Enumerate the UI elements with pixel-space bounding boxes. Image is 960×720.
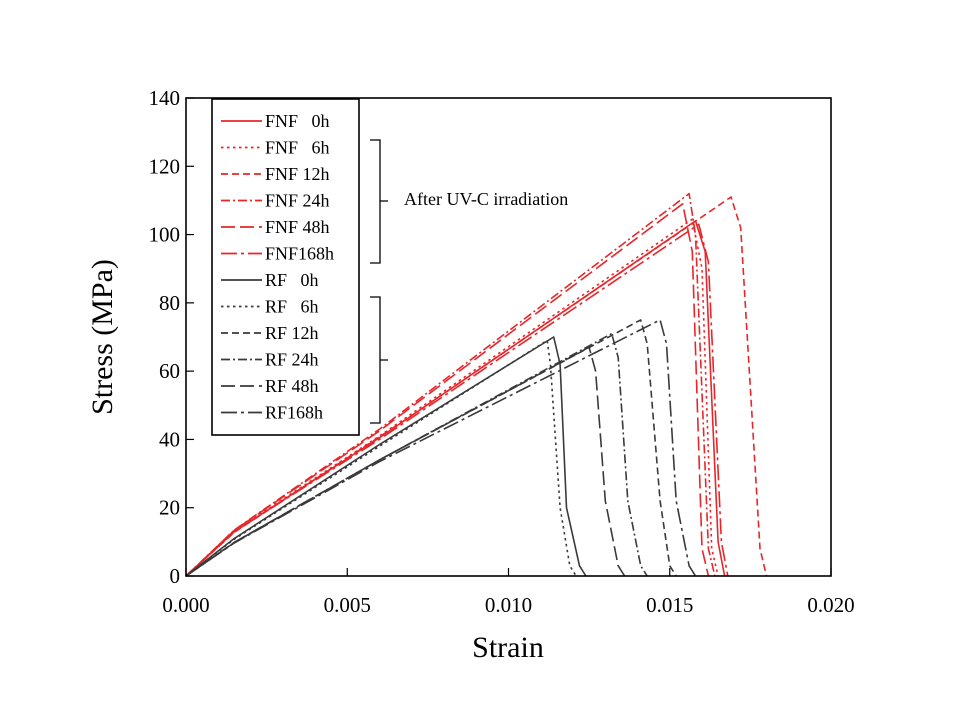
series-line-fnf-2 (185, 196, 768, 577)
x-tick-label: 0.005 (324, 593, 371, 617)
y-ticks: 0 20 40 60 80 100 120 140 (149, 86, 194, 588)
series-line-rf-7 (185, 339, 577, 577)
legend-label: FNF168h (265, 244, 334, 264)
y-tick-label: 140 (149, 86, 181, 110)
series-line-fnf-5 (185, 223, 729, 577)
series-line-rf-11 (185, 319, 697, 577)
x-ticks: 0.000 0.005 0.010 0.015 0.020 (162, 568, 855, 617)
legend-label: FNF 48h (265, 217, 330, 237)
x-tick-label: 0.000 (162, 593, 209, 617)
y-tick-label: 120 (149, 154, 181, 178)
uv-annotation: After UV-C irradiation (370, 139, 568, 424)
x-axis-title: Strain (472, 631, 544, 664)
legend-label: FNF 0h (265, 111, 330, 131)
y-tick-label: 80 (159, 291, 180, 315)
series-line-fnf-3 (185, 192, 716, 577)
series-line-rf-8 (185, 319, 677, 577)
y-axis-title: Stress (MPa) (86, 259, 119, 415)
legend-label: RF 48h (265, 376, 319, 396)
rf-bracket (370, 296, 388, 424)
plot-lines (185, 192, 768, 577)
fnf-bracket (370, 139, 388, 264)
legend-label: FNF 24h (265, 191, 330, 211)
legend-label: RF 12h (265, 323, 319, 343)
legend: FNF 0h FNF 6h FNF 12h FNF 24h FNF 48h FNF168h… (211, 98, 360, 436)
x-tick-label: 0.010 (485, 593, 532, 617)
legend-label: RF 0h (265, 270, 319, 290)
y-tick-label: 20 (159, 496, 180, 520)
y-tick-label: 40 (159, 427, 180, 451)
x-tick-label: 0.020 (807, 593, 854, 617)
legend-box (211, 98, 360, 436)
uv-annotation-label: After UV-C irradiation (404, 189, 568, 209)
series-line-fnf-4 (185, 203, 710, 577)
y-tick-label: 100 (149, 223, 181, 247)
legend-label: RF168h (265, 403, 323, 423)
legend-label: FNF 12h (265, 164, 330, 184)
x-tick-label: 0.015 (646, 593, 693, 617)
legend-label: RF 6h (265, 297, 319, 317)
y-tick-label: 0 (170, 564, 181, 588)
legend-label: RF 24h (265, 350, 319, 370)
legend-label: FNF 6h (265, 138, 330, 158)
y-tick-label: 60 (159, 359, 180, 383)
